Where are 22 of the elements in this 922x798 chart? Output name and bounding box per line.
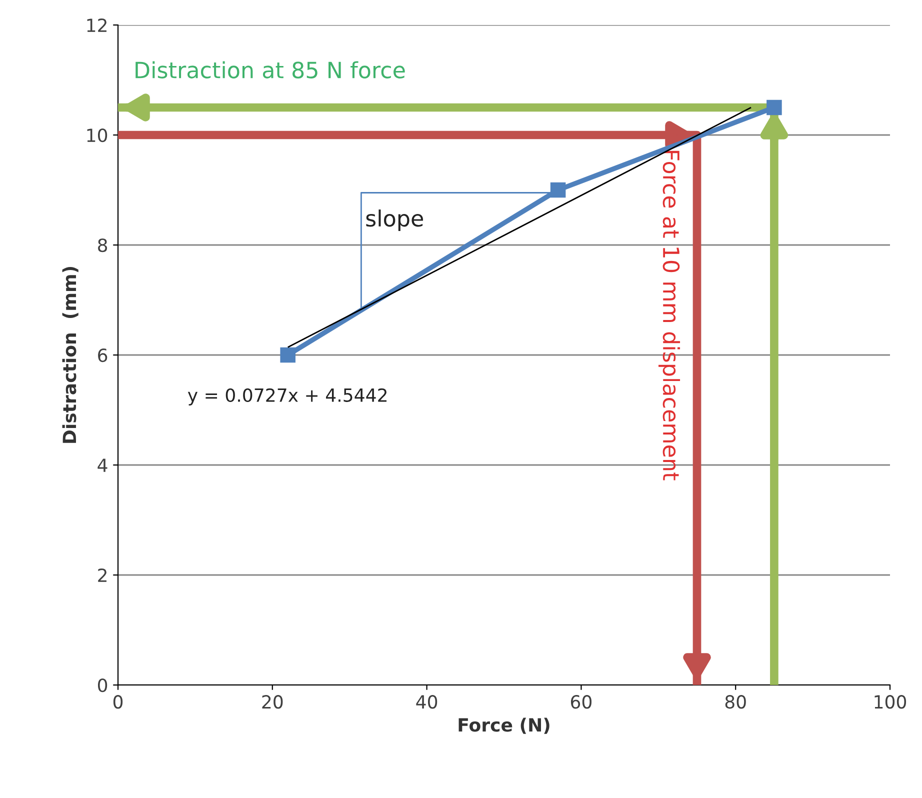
y-tick-label: 8 — [98, 238, 108, 252]
x-tick-label: 60 — [570, 695, 592, 709]
annotation: Force at 10 mm displacement — [658, 150, 680, 480]
annotation: Distraction at 85 N force — [136, 61, 405, 78]
y-tick-label: 2 — [98, 568, 106, 582]
x-tick-label: 20 — [262, 695, 283, 709]
y-tick-label: 12 — [87, 18, 106, 32]
y-tick-label: 0 — [98, 678, 108, 692]
y-axis-title: Distraction (mm) — [62, 266, 78, 443]
x-tick-label: 100 — [874, 695, 906, 709]
annotation: y = 0.0727x + 4.5442 — [188, 388, 386, 406]
x-axis-title: Force (N) — [458, 718, 550, 734]
annotation: slope — [366, 209, 423, 232]
y-tick-label: 6 — [98, 348, 108, 362]
point — [766, 100, 782, 116]
x-tick-label: 80 — [725, 695, 746, 709]
y-tick-label: 4 — [98, 458, 108, 472]
x-tick-label: 0 — [113, 695, 123, 709]
point — [550, 182, 566, 198]
y-tick-label: 10 — [87, 128, 108, 142]
x-tick-label: 40 — [416, 695, 438, 709]
point — [280, 347, 296, 363]
